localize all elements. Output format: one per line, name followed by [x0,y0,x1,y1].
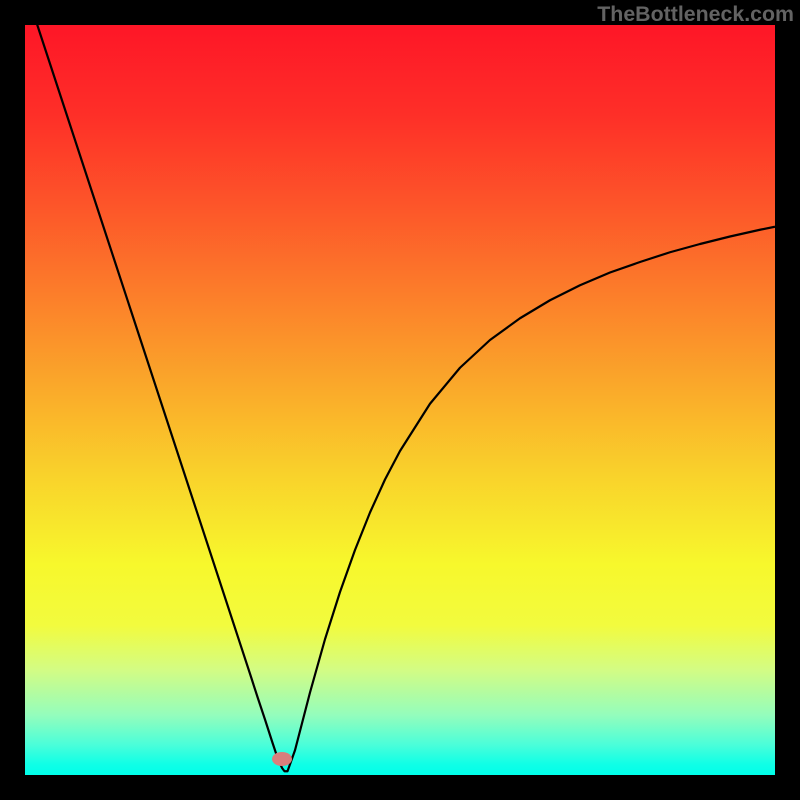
watermark-container: TheBottleneck.com [597,0,800,27]
watermark-text: TheBottleneck.com [597,2,794,26]
curve-path [25,25,775,771]
plot-area [25,25,775,775]
chart-frame: TheBottleneck.com [0,0,800,800]
bottleneck-curve [25,25,775,775]
optimal-point-marker [272,752,292,766]
